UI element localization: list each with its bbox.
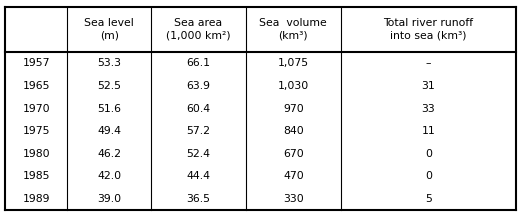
Text: 970: 970 (283, 104, 304, 113)
Text: 1975: 1975 (22, 126, 50, 136)
Text: 63.9: 63.9 (187, 81, 210, 91)
Text: 44.4: 44.4 (187, 171, 210, 181)
Text: 5: 5 (425, 194, 432, 204)
Text: 470: 470 (283, 171, 304, 181)
Text: 52.4: 52.4 (187, 149, 210, 159)
Text: 49.4: 49.4 (97, 126, 121, 136)
Text: 33: 33 (421, 104, 435, 113)
Text: 31: 31 (421, 81, 435, 91)
Text: 60.4: 60.4 (187, 104, 210, 113)
Text: 42.0: 42.0 (97, 171, 121, 181)
Text: –: – (426, 58, 431, 68)
Text: 46.2: 46.2 (97, 149, 121, 159)
Text: 1965: 1965 (22, 81, 50, 91)
Text: 330: 330 (283, 194, 304, 204)
Text: 39.0: 39.0 (97, 194, 121, 204)
Text: 36.5: 36.5 (187, 194, 210, 204)
Text: 0: 0 (425, 171, 432, 181)
Text: 840: 840 (283, 126, 304, 136)
Text: 1989: 1989 (22, 194, 50, 204)
Text: Sea area
(1,000 km²): Sea area (1,000 km²) (166, 18, 231, 41)
Text: 1,075: 1,075 (278, 58, 309, 68)
Text: 1957: 1957 (22, 58, 50, 68)
Text: Sea level
(m): Sea level (m) (84, 18, 134, 41)
Text: 1970: 1970 (22, 104, 50, 113)
Text: 52.5: 52.5 (97, 81, 121, 91)
Text: Total river runoff
into sea (km³): Total river runoff into sea (km³) (383, 18, 473, 41)
Text: Sea  volume
(km³): Sea volume (km³) (259, 18, 327, 41)
Text: 53.3: 53.3 (97, 58, 121, 68)
Text: 66.1: 66.1 (187, 58, 210, 68)
Text: 57.2: 57.2 (187, 126, 210, 136)
Text: 670: 670 (283, 149, 304, 159)
Text: 51.6: 51.6 (97, 104, 121, 113)
Text: 1980: 1980 (22, 149, 50, 159)
Text: 0: 0 (425, 149, 432, 159)
Text: 11: 11 (421, 126, 435, 136)
Text: 1,030: 1,030 (278, 81, 309, 91)
Text: 1985: 1985 (22, 171, 50, 181)
